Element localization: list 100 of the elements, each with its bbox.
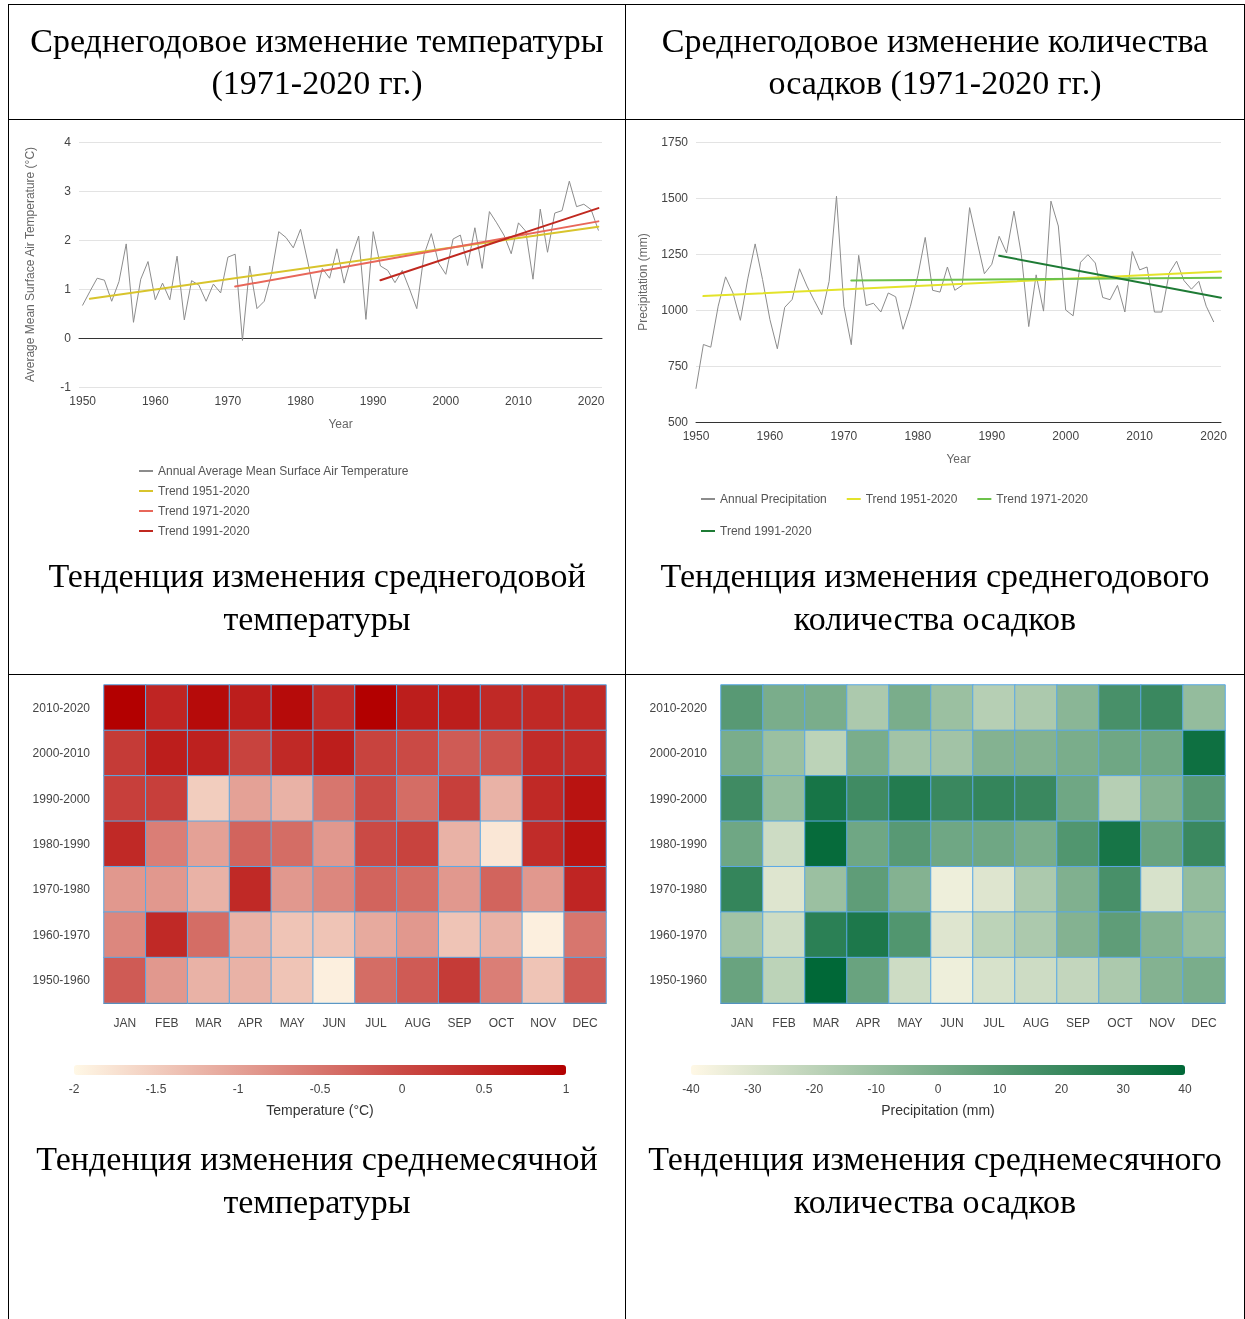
x-tick-label: 2000 xyxy=(1052,429,1080,443)
y-axis-title: Average Mean Surface Air Temperature (°C) xyxy=(23,146,37,383)
color-bar-label: 0 xyxy=(934,1082,942,1096)
x-axis-title: Year xyxy=(328,417,353,431)
y-tick-label: 1980-1990 xyxy=(32,837,91,851)
y-tick-label: 1960-1970 xyxy=(649,927,708,942)
x-axis-title: Year xyxy=(946,452,971,466)
x-tick-label: MAR xyxy=(812,1016,840,1030)
y-tick-label: 4 xyxy=(64,135,72,149)
x-tick-label: 1980 xyxy=(287,394,315,408)
color-bar-label: 20 xyxy=(1054,1082,1069,1096)
x-tick-label: JAN xyxy=(113,1016,137,1030)
x-tick-label: DEC xyxy=(1191,1016,1217,1030)
x-tick-label: AUG xyxy=(1022,1016,1050,1030)
color-bar-label: -30 xyxy=(744,1082,762,1096)
x-tick-label: JUN xyxy=(940,1016,964,1030)
legend-label: Trend 1991-2020 xyxy=(158,524,250,538)
color-bar-title: Temperature (°C) xyxy=(266,1102,374,1118)
y-tick-label: 1500 xyxy=(661,191,689,205)
x-tick-label: 1990 xyxy=(359,394,387,408)
x-tick-label: OCT xyxy=(1107,1016,1134,1030)
x-tick-label: APR xyxy=(238,1016,264,1030)
x-tick-label: 1980 xyxy=(904,429,932,443)
x-tick-label: NOV xyxy=(1148,1016,1176,1030)
y-tick-label: 1950-1960 xyxy=(32,973,91,988)
y-tick-label: 1950-1960 xyxy=(649,973,708,988)
y-tick-label: 1250 xyxy=(661,247,689,261)
legend-label: Trend 1951-2020 xyxy=(158,484,250,498)
y-tick-label: 3 xyxy=(64,184,72,198)
x-tick-label: JUL xyxy=(983,1016,1005,1030)
x-tick-label: 2020 xyxy=(1200,429,1228,443)
y-tick-label: 1980-1990 xyxy=(649,837,708,851)
y-tick-label: 1000 xyxy=(661,303,689,317)
x-tick-label: 1960 xyxy=(141,394,169,408)
x-tick-label: 1960 xyxy=(756,429,784,443)
x-tick-label: 2020 xyxy=(577,394,605,408)
color-bar-label: -40 xyxy=(682,1082,700,1096)
y-tick-label: -1 xyxy=(60,380,72,394)
y-tick-label: 2000-2010 xyxy=(32,746,91,761)
x-tick-label: 2010 xyxy=(505,394,533,408)
x-tick-label: 2010 xyxy=(1126,429,1154,443)
color-bar-label: 40 xyxy=(1178,1082,1192,1096)
legend-label: Trend 1991-2020 xyxy=(720,524,812,538)
color-bar-label: -2 xyxy=(68,1082,80,1096)
legend-label: Annual Average Mean Surface Air Temperature xyxy=(158,464,409,478)
x-tick-label: 1970 xyxy=(830,429,858,443)
chart-title: Среднегодовое изменение количества осадков (1971-2020 гг.) xyxy=(626,5,1244,120)
x-tick-label: MAR xyxy=(195,1016,223,1030)
color-bar-label: -1 xyxy=(232,1082,244,1096)
y-tick-label: 2010-2020 xyxy=(649,700,708,715)
color-bar-label: 10 xyxy=(993,1082,1007,1096)
x-tick-label: 1970 xyxy=(214,394,242,408)
legend-label: Trend 1971-2020 xyxy=(158,504,250,518)
x-tick-label: 1950 xyxy=(69,394,97,408)
y-tick-label: 500 xyxy=(667,415,689,429)
x-tick-label: 1950 xyxy=(682,429,710,443)
x-tick-label: FEB xyxy=(772,1016,796,1030)
y-tick-label: 0 xyxy=(64,331,72,345)
x-tick-label: 2000 xyxy=(432,394,460,408)
y-tick-label: 750 xyxy=(667,359,689,373)
legend-label: Trend 1971-2020 xyxy=(996,492,1089,506)
text: Тенденция изменения среднемесячного количества осадков xyxy=(647,1139,1223,1223)
x-tick-label: NOV xyxy=(530,1016,557,1030)
x-tick-label: 1990 xyxy=(978,429,1006,443)
y-tick-label: 1750 xyxy=(661,135,689,149)
text: Тенденция изменения среднегодовой температуры xyxy=(47,556,587,640)
color-bar-label: -20 xyxy=(805,1082,824,1096)
color-bar-label: -1.5 xyxy=(145,1082,167,1096)
x-tick-label: AUG xyxy=(404,1016,431,1030)
text: Тенденция изменения среднегодового количества осадков xyxy=(659,556,1211,640)
legend-label: Trend 1951-2020 xyxy=(865,492,958,506)
y-tick-label: 2000-2010 xyxy=(649,746,708,761)
y-tick-label: 2 xyxy=(64,233,72,247)
x-tick-label: OCT xyxy=(488,1016,515,1030)
y-tick-label: 2010-2020 xyxy=(32,700,91,715)
y-tick-label: 1990-2000 xyxy=(32,791,91,806)
y-axis-title: Precipitation (mm) xyxy=(636,233,651,331)
x-tick-label: JAN xyxy=(730,1016,754,1030)
color-bar-label: 1 xyxy=(562,1082,570,1096)
x-tick-label: SEP xyxy=(1065,1016,1091,1030)
chart-title: Среднегодовое изменение температуры (1971-2020 гг.) xyxy=(9,5,625,120)
x-tick-label: APR xyxy=(855,1016,881,1030)
x-tick-label: MAY xyxy=(279,1016,305,1030)
color-bar-label: -10 xyxy=(867,1082,886,1096)
y-tick-label: 1960-1970 xyxy=(32,927,91,942)
x-tick-label: JUL xyxy=(365,1016,387,1030)
x-tick-label: DEC xyxy=(572,1016,599,1030)
text: Тенденция изменения среднемесячной температуры xyxy=(35,1139,599,1223)
y-tick-label: 1 xyxy=(64,282,72,296)
x-tick-label: MAY xyxy=(897,1016,923,1030)
color-bar-label: -0.5 xyxy=(309,1082,331,1096)
x-tick-label: SEP xyxy=(447,1016,472,1030)
legend-label: Annual Precipitation xyxy=(720,492,827,506)
color-bar-label: 0 xyxy=(398,1082,406,1096)
color-bar-label: 30 xyxy=(1116,1082,1131,1096)
x-tick-label: FEB xyxy=(155,1016,179,1030)
color-bar-title: Precipitation (mm) xyxy=(881,1102,995,1118)
y-tick-label: 1990-2000 xyxy=(649,791,708,806)
x-tick-label: JUN xyxy=(322,1016,346,1030)
color-bar-label: 0.5 xyxy=(475,1082,493,1096)
